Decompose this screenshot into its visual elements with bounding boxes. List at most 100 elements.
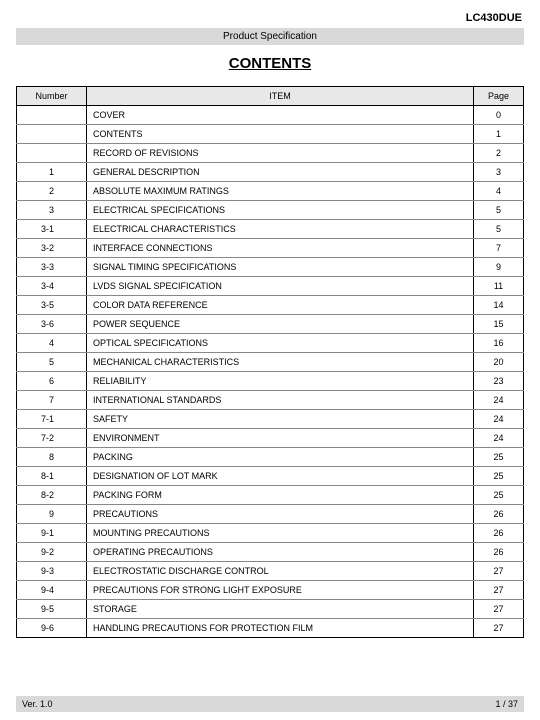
row-page: 25 bbox=[474, 448, 524, 467]
row-number bbox=[17, 125, 87, 144]
row-page: 20 bbox=[474, 353, 524, 372]
row-number: 3-4 bbox=[17, 277, 87, 296]
table-row: 5MECHANICAL CHARACTERISTICS20 bbox=[17, 353, 524, 372]
row-page: 27 bbox=[474, 619, 524, 638]
row-item: PRECAUTIONS FOR STRONG LIGHT EXPOSURE bbox=[87, 581, 474, 600]
row-page: 26 bbox=[474, 543, 524, 562]
table-row: 8-1DESIGNATION OF LOT MARK25 bbox=[17, 467, 524, 486]
row-number: 5 bbox=[17, 353, 87, 372]
table-row: 2ABSOLUTE MAXIMUM RATINGS4 bbox=[17, 182, 524, 201]
row-page: 25 bbox=[474, 467, 524, 486]
row-number: 8-1 bbox=[17, 467, 87, 486]
row-number: 4 bbox=[17, 334, 87, 353]
row-item: ELECTROSTATIC DISCHARGE CONTROL bbox=[87, 562, 474, 581]
version-label: Ver. 1.0 bbox=[22, 699, 53, 709]
row-page: 5 bbox=[474, 201, 524, 220]
table-row: 3-5COLOR DATA REFERENCE14 bbox=[17, 296, 524, 315]
row-page: 3 bbox=[474, 163, 524, 182]
row-page: 2 bbox=[474, 144, 524, 163]
row-item: RELIABILITY bbox=[87, 372, 474, 391]
row-page: 23 bbox=[474, 372, 524, 391]
row-page: 7 bbox=[474, 239, 524, 258]
row-page: 9 bbox=[474, 258, 524, 277]
row-page: 11 bbox=[474, 277, 524, 296]
row-item: OPTICAL SPECIFICATIONS bbox=[87, 334, 474, 353]
row-page: 1 bbox=[474, 125, 524, 144]
row-page: 24 bbox=[474, 429, 524, 448]
row-page: 27 bbox=[474, 562, 524, 581]
table-row: 9-3ELECTROSTATIC DISCHARGE CONTROL27 bbox=[17, 562, 524, 581]
table-row: 3-2INTERFACE CONNECTIONS7 bbox=[17, 239, 524, 258]
table-row: 9-6HANDLING PRECAUTIONS FOR PROTECTION F… bbox=[17, 619, 524, 638]
table-row: 3-6POWER SEQUENCE15 bbox=[17, 315, 524, 334]
row-number: 9-3 bbox=[17, 562, 87, 581]
row-page: 26 bbox=[474, 524, 524, 543]
row-item: MECHANICAL CHARACTERISTICS bbox=[87, 353, 474, 372]
table-row: 9PRECAUTIONS26 bbox=[17, 505, 524, 524]
row-item: SIGNAL TIMING SPECIFICATIONS bbox=[87, 258, 474, 277]
row-page: 27 bbox=[474, 600, 524, 619]
row-page: 14 bbox=[474, 296, 524, 315]
row-number: 2 bbox=[17, 182, 87, 201]
row-page: 26 bbox=[474, 505, 524, 524]
table-row: 1GENERAL DESCRIPTION3 bbox=[17, 163, 524, 182]
page-indicator: 1 / 37 bbox=[495, 699, 518, 709]
table-row: RECORD OF REVISIONS2 bbox=[17, 144, 524, 163]
row-page: 24 bbox=[474, 410, 524, 429]
table-row: 3-3SIGNAL TIMING SPECIFICATIONS9 bbox=[17, 258, 524, 277]
table-row: 9-1MOUNTING PRECAUTIONS26 bbox=[17, 524, 524, 543]
row-item: CONTENTS bbox=[87, 125, 474, 144]
table-row: 9-5STORAGE27 bbox=[17, 600, 524, 619]
row-item: ABSOLUTE MAXIMUM RATINGS bbox=[87, 182, 474, 201]
row-number: 7 bbox=[17, 391, 87, 410]
row-item: INTERFACE CONNECTIONS bbox=[87, 239, 474, 258]
row-number: 1 bbox=[17, 163, 87, 182]
row-number bbox=[17, 144, 87, 163]
page-container: LC430DUE Product Specification CONTENTS … bbox=[0, 0, 540, 638]
row-number: 9-6 bbox=[17, 619, 87, 638]
header-bar: Product Specification bbox=[16, 28, 524, 45]
row-page: 5 bbox=[474, 220, 524, 239]
row-page: 24 bbox=[474, 391, 524, 410]
table-row: CONTENTS1 bbox=[17, 125, 524, 144]
row-number: 3-2 bbox=[17, 239, 87, 258]
table-row: 8-2PACKING FORM25 bbox=[17, 486, 524, 505]
row-number: 9 bbox=[17, 505, 87, 524]
row-number: 8 bbox=[17, 448, 87, 467]
row-item: DESIGNATION OF LOT MARK bbox=[87, 467, 474, 486]
row-item: PACKING bbox=[87, 448, 474, 467]
row-number: 9-5 bbox=[17, 600, 87, 619]
row-item: POWER SEQUENCE bbox=[87, 315, 474, 334]
row-item: STORAGE bbox=[87, 600, 474, 619]
row-number: 6 bbox=[17, 372, 87, 391]
row-number: 9-1 bbox=[17, 524, 87, 543]
table-row: COVER0 bbox=[17, 106, 524, 125]
row-page: 4 bbox=[474, 182, 524, 201]
row-number bbox=[17, 106, 87, 125]
row-item: COLOR DATA REFERENCE bbox=[87, 296, 474, 315]
row-item: HANDLING PRECAUTIONS FOR PROTECTION FILM bbox=[87, 619, 474, 638]
table-row: 3-4LVDS SIGNAL SPECIFICATION11 bbox=[17, 277, 524, 296]
row-item: GENERAL DESCRIPTION bbox=[87, 163, 474, 182]
row-page: 25 bbox=[474, 486, 524, 505]
row-item: LVDS SIGNAL SPECIFICATION bbox=[87, 277, 474, 296]
page-title: CONTENTS bbox=[16, 55, 524, 72]
row-page: 15 bbox=[474, 315, 524, 334]
table-row: 7-2ENVIRONMENT24 bbox=[17, 429, 524, 448]
table-row: 6RELIABILITY23 bbox=[17, 372, 524, 391]
row-item: COVER bbox=[87, 106, 474, 125]
table-row: 7INTERNATIONAL STANDARDS24 bbox=[17, 391, 524, 410]
product-code: LC430DUE bbox=[16, 12, 524, 24]
row-number: 3-1 bbox=[17, 220, 87, 239]
row-item: SAFETY bbox=[87, 410, 474, 429]
row-number: 8-2 bbox=[17, 486, 87, 505]
row-item: ENVIRONMENT bbox=[87, 429, 474, 448]
row-number: 3-6 bbox=[17, 315, 87, 334]
row-item: ELECTRICAL CHARACTERISTICS bbox=[87, 220, 474, 239]
row-item: INTERNATIONAL STANDARDS bbox=[87, 391, 474, 410]
row-page: 16 bbox=[474, 334, 524, 353]
table-header-row: Number ITEM Page bbox=[17, 87, 524, 106]
table-row: 3-1ELECTRICAL CHARACTERISTICS5 bbox=[17, 220, 524, 239]
row-page: 0 bbox=[474, 106, 524, 125]
row-page: 27 bbox=[474, 581, 524, 600]
